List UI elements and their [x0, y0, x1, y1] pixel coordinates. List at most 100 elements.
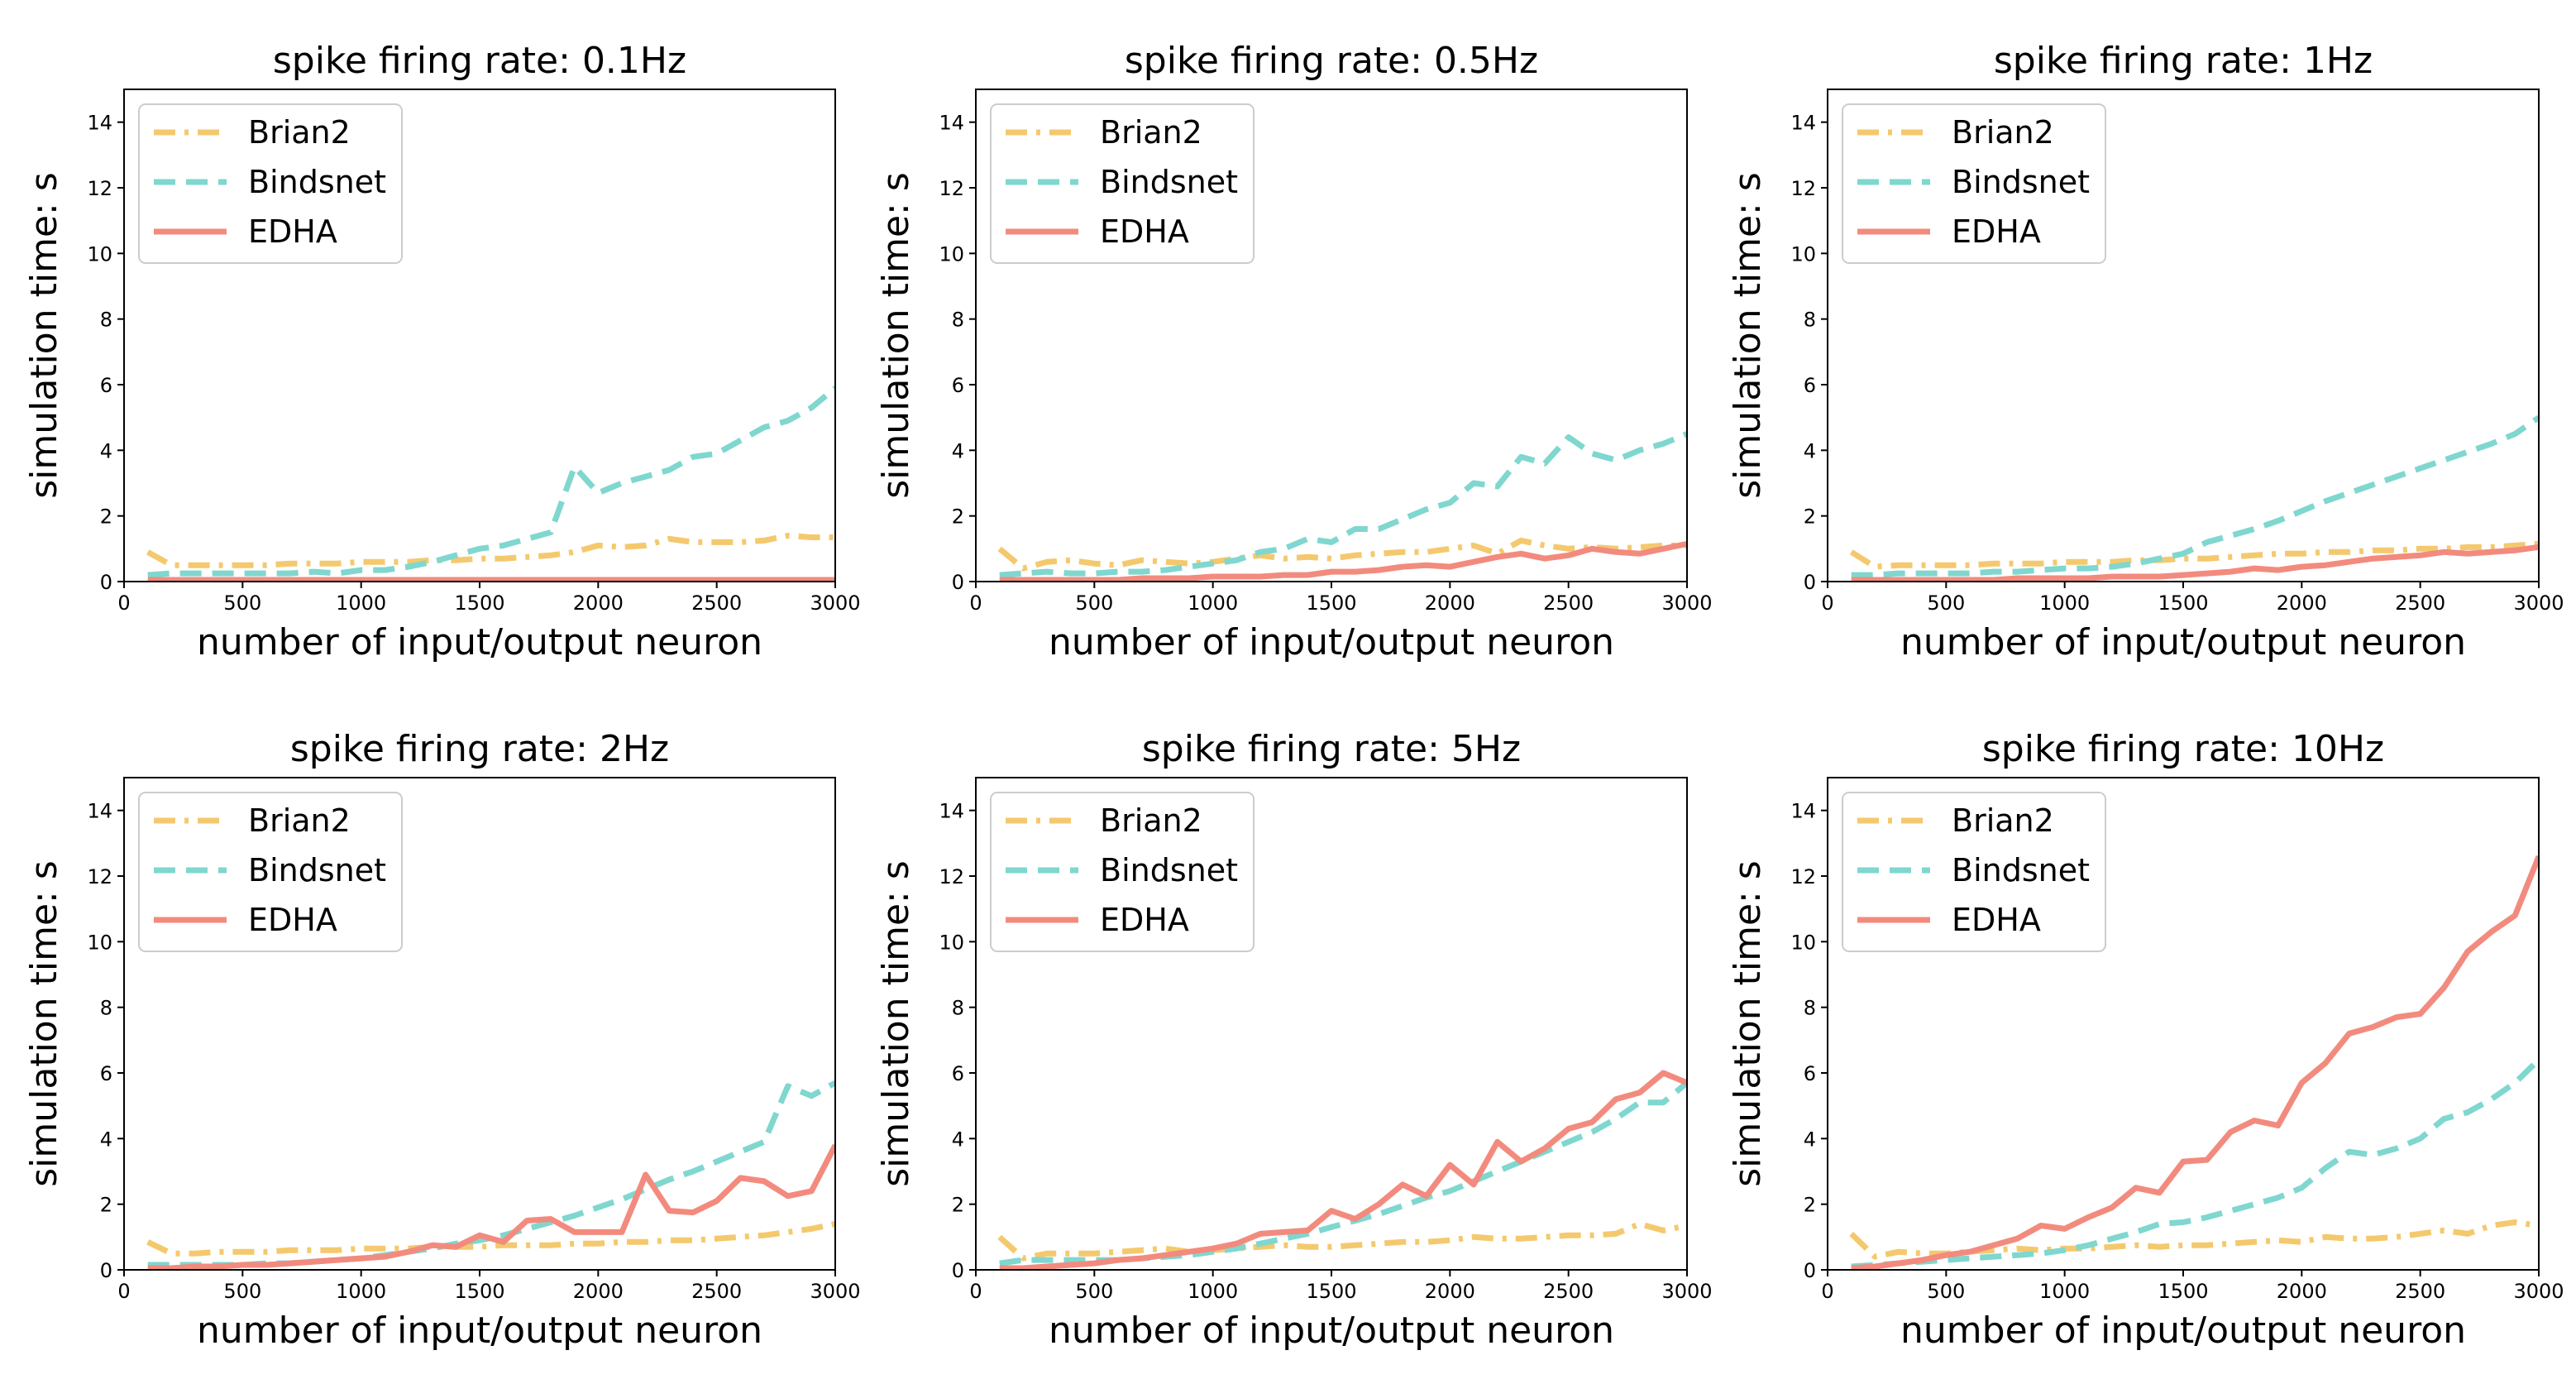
- y-tick-label: 8: [952, 309, 964, 332]
- series-line-brian2: [146, 533, 835, 568]
- series-group: [997, 1070, 1687, 1270]
- y-tick-label: 0: [952, 571, 964, 594]
- y-tick-label: 8: [100, 309, 112, 332]
- x-tick-label: 0: [1821, 1280, 1833, 1303]
- series-line-edha: [999, 540, 1687, 582]
- x-tick-label: 1500: [454, 591, 504, 615]
- y-tick-label: 4: [952, 1128, 964, 1151]
- legend: Brian2 Bindsnet EDHA: [138, 103, 403, 264]
- y-tick-label: 8: [952, 997, 964, 1020]
- x-tick-label: 500: [1927, 1280, 1965, 1303]
- y-tick-label: 10: [939, 931, 964, 954]
- y-tick-label: 6: [100, 374, 112, 397]
- y-tick-label: 14: [939, 112, 964, 135]
- series-line-edha: [147, 1143, 835, 1270]
- y-tick-label: 8: [1804, 309, 1816, 332]
- x-tick-label: 3000: [1661, 1280, 1712, 1303]
- y-tick-label: 10: [87, 931, 112, 954]
- y-tick-label: 14: [1790, 800, 1816, 823]
- x-tick-label: 0: [117, 591, 130, 615]
- x-tick-label: 2000: [573, 591, 624, 615]
- x-tick-label: 1000: [2039, 1280, 2090, 1303]
- y-tick-label: 6: [100, 1062, 112, 1085]
- x-tick-label: 2500: [691, 591, 742, 615]
- series-line-brian2: [1849, 1219, 2539, 1260]
- legend-label-brian2: Brian2: [248, 802, 351, 839]
- series-line-bindsnet: [1851, 414, 2539, 578]
- x-tick-label: 1000: [2039, 591, 2090, 615]
- legend: Brian2 Bindsnet EDHA: [1842, 103, 2106, 264]
- x-tick-label: 0: [969, 1280, 982, 1303]
- chart-title: spike firing rate: 2Hz: [290, 728, 669, 770]
- y-tick-label: 4: [1804, 1128, 1816, 1151]
- x-tick-label: 1500: [2158, 1280, 2208, 1303]
- y-tick-label: 2: [952, 505, 964, 529]
- chart-title: spike firing rate: 0.5Hz: [1125, 40, 1538, 82]
- subplot-1: spike firing rate: 0.1Hz 0 500 1000 1500 2000…: [23, 40, 861, 663]
- y-tick-label: 12: [939, 177, 964, 200]
- chart-title: spike firing rate: 0.1Hz: [273, 40, 686, 82]
- series-line-bindsnet: [999, 1080, 1687, 1267]
- x-tick-label: 2000: [1425, 1280, 1475, 1303]
- subplot-5: spike firing rate: 5Hz 0 500 1000 1500 2000 25…: [875, 728, 1713, 1352]
- y-tick-label: 2: [1804, 1194, 1816, 1217]
- series-group: [1849, 414, 2539, 582]
- legend-label-edha: EDHA: [248, 213, 337, 250]
- series-line-brian2: [997, 1221, 1687, 1262]
- y-axis-label: simulation time: s: [1727, 172, 1769, 499]
- y-tick-label: 8: [100, 997, 112, 1020]
- y-tick-label: 14: [87, 112, 112, 135]
- y-tick-label: 10: [1790, 242, 1816, 266]
- legend-box: [1842, 103, 2106, 264]
- y-tick-label: 0: [100, 1259, 112, 1282]
- series-line-edha: [1851, 855, 2539, 1270]
- chart-title: spike firing rate: 1Hz: [1994, 40, 2373, 82]
- legend-label-bindsnet: Bindsnet: [1952, 164, 2090, 200]
- x-axis-label: number of input/output neuron: [1900, 1310, 2466, 1352]
- subplot-6: spike firing rate: 10Hz 0 500 1000 1500 2000 2…: [1727, 728, 2564, 1352]
- y-tick-label: 12: [1790, 865, 1816, 888]
- series-line-brian2: [1849, 540, 2539, 570]
- x-tick-label: 3000: [1661, 591, 1712, 615]
- legend-label-edha: EDHA: [1100, 213, 1189, 250]
- series-line-brian2: [997, 537, 1687, 572]
- legend-label-bindsnet: Bindsnet: [248, 164, 386, 200]
- y-tick-label: 2: [100, 505, 112, 529]
- legend-label-edha: EDHA: [1100, 902, 1189, 938]
- legend: Brian2 Bindsnet EDHA: [990, 103, 1255, 264]
- series-group: [146, 386, 835, 582]
- y-tick-label: 12: [87, 177, 112, 200]
- x-tick-label: 1500: [1306, 591, 1356, 615]
- x-tick-label: 500: [1075, 591, 1113, 615]
- series-line-edha: [999, 1070, 1687, 1270]
- x-tick-label: 1000: [336, 591, 386, 615]
- legend: Brian2 Bindsnet EDHA: [990, 792, 1255, 952]
- x-tick-label: 0: [969, 591, 982, 615]
- x-tick-label: 1500: [2158, 591, 2208, 615]
- x-tick-label: 3000: [810, 591, 860, 615]
- legend-box: [1842, 792, 2106, 952]
- x-tick-label: 2500: [1543, 591, 1594, 615]
- series-line-edha: [1851, 544, 2539, 582]
- y-tick-label: 6: [952, 374, 964, 397]
- legend-label-bindsnet: Bindsnet: [1100, 852, 1238, 888]
- x-tick-label: 500: [1075, 1280, 1113, 1303]
- legend-label-brian2: Brian2: [248, 114, 351, 151]
- y-tick-label: 6: [1804, 374, 1816, 397]
- x-tick-label: 3000: [810, 1280, 860, 1303]
- x-tick-label: 2500: [2395, 591, 2445, 615]
- y-tick-label: 4: [952, 439, 964, 462]
- y-tick-label: 12: [939, 865, 964, 888]
- legend-label-brian2: Brian2: [1100, 802, 1202, 839]
- legend: Brian2 Bindsnet EDHA: [1842, 792, 2106, 952]
- x-axis-label: number of input/output neuron: [197, 621, 762, 663]
- legend-label-bindsnet: Bindsnet: [1952, 852, 2090, 888]
- y-tick-label: 14: [87, 800, 112, 823]
- legend-label-edha: EDHA: [1952, 902, 2041, 938]
- x-tick-label: 1000: [1188, 1280, 1238, 1303]
- legend-label-edha: EDHA: [248, 902, 337, 938]
- chart-title: spike firing rate: 10Hz: [1982, 728, 2384, 770]
- y-tick-label: 4: [100, 439, 112, 462]
- legend-box: [990, 103, 1255, 264]
- x-axis-label: number of input/output neuron: [1049, 621, 1614, 663]
